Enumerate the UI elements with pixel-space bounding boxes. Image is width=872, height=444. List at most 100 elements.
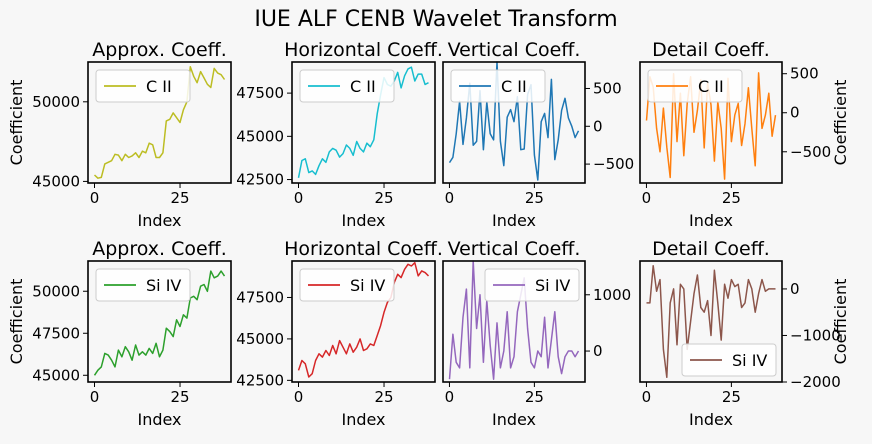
y-tick-label: 47500 xyxy=(32,324,80,342)
x-tick-label: 0 xyxy=(294,189,304,207)
y-tick-label: −500 xyxy=(593,155,634,173)
legend-box xyxy=(95,69,191,103)
plot-frame xyxy=(291,260,436,383)
y-tick-label: 500 xyxy=(790,65,819,83)
x-tick-label: 0 xyxy=(90,189,100,207)
panel-title: Vertical Coeff. xyxy=(448,238,581,260)
y-tick-label: 0 xyxy=(593,342,603,360)
y-tick-label: 45000 xyxy=(236,127,284,145)
legend-box xyxy=(484,268,580,302)
legend-box xyxy=(681,343,777,377)
chart-panel-5: 0 25 45000 47500 50000 Approx. Coeff. Index Coe… xyxy=(7,238,232,429)
legend: Si IV xyxy=(681,343,777,377)
legend-box xyxy=(647,69,743,103)
x-tick-label: 25 xyxy=(525,388,544,406)
y-tick-label: 50000 xyxy=(32,282,80,300)
legend-box xyxy=(450,69,546,103)
x-tick-label: 25 xyxy=(374,388,393,406)
x-axis-label: Index xyxy=(341,211,385,230)
chart-panel-6: 0 25 42500 45000 47500 Horizontal Coeff. Index… xyxy=(236,238,443,429)
panel-title: Vertical Coeff. xyxy=(448,39,581,61)
series-line xyxy=(93,66,226,179)
series-line xyxy=(645,72,777,180)
panel-title: Approx. Coeff. xyxy=(92,39,227,61)
y-tick-label: −500 xyxy=(790,143,831,161)
panel-title: Detail Coeff. xyxy=(652,39,770,61)
x-tick-label: 0 xyxy=(642,388,652,406)
chart-panel-2: 0 25 42500 45000 47500 Horizontal Coeff. Index… xyxy=(236,39,443,230)
plot-frame xyxy=(639,260,783,383)
y-tick-label: 42500 xyxy=(236,371,284,389)
x-tick-label: 25 xyxy=(722,189,741,207)
plot-frame xyxy=(442,61,586,184)
legend-label: C II xyxy=(698,77,724,96)
series-line xyxy=(646,264,776,379)
legend: Si IV xyxy=(95,268,191,302)
legend: Si IV xyxy=(299,268,395,302)
panel-title: Horizontal Coeff. xyxy=(284,39,443,61)
plot-frame xyxy=(442,260,586,383)
x-tick-label: 25 xyxy=(170,189,189,207)
y-tick-label: 45000 xyxy=(236,330,284,348)
x-axis-label: Index xyxy=(137,211,181,230)
x-tick-label: 25 xyxy=(722,388,741,406)
y-tick-label: 47500 xyxy=(236,84,284,102)
series-line xyxy=(297,66,429,178)
panel-title: Detail Coeff. xyxy=(652,238,770,260)
y-tick-label: −2000 xyxy=(790,373,841,391)
y-tick-label: 45000 xyxy=(32,172,80,190)
legend-box xyxy=(299,268,395,302)
x-tick-label: 25 xyxy=(170,388,189,406)
y-axis-label: Coefficient xyxy=(7,279,26,365)
y-tick-label: 47500 xyxy=(236,288,284,306)
panel-title: Approx. Coeff. xyxy=(92,238,227,260)
chart-panel-3: 0 25 −500 0 500 Vertical Coeff. Index C II xyxy=(442,39,634,230)
plot-frame xyxy=(87,260,232,383)
x-tick-label: 25 xyxy=(525,189,544,207)
legend: C II xyxy=(647,69,743,103)
x-axis-label: Index xyxy=(341,410,385,429)
x-axis-label: Index xyxy=(137,410,181,429)
legend: C II xyxy=(450,69,546,103)
y-tick-label: 0 xyxy=(790,104,800,122)
chart-panel-1: 0 25 45000 50000 Approx. Coeff. Index Coeffici… xyxy=(7,39,232,230)
panel-title: Horizontal Coeff. xyxy=(284,238,443,260)
y-tick-label: 42500 xyxy=(236,171,284,189)
legend: C II xyxy=(95,69,191,103)
legend-label: C II xyxy=(350,77,376,96)
chart-panel-4: 0 25 −500 0 500 Detail Coeff. Index Coefficient… xyxy=(639,39,850,230)
figure-title: IUE ALF CENB Wavelet Transform xyxy=(254,7,617,32)
legend-label: Si IV xyxy=(146,276,181,295)
legend-box xyxy=(299,69,395,103)
x-tick-label: 25 xyxy=(374,189,393,207)
series-line xyxy=(93,270,226,376)
x-axis-label: Index xyxy=(492,211,536,230)
legend-label: C II xyxy=(146,77,172,96)
y-tick-label: 45000 xyxy=(32,366,80,384)
chart-panel-8: 0 25 −2000 −1000 0 Detail Coeff. Index Coeffici… xyxy=(639,238,850,429)
legend-label: Si IV xyxy=(732,351,767,370)
legend-box xyxy=(95,268,191,302)
plot-frame xyxy=(639,61,783,184)
y-tick-label: 0 xyxy=(593,117,603,135)
legend-label: Si IV xyxy=(350,276,385,295)
y-tick-label: 500 xyxy=(593,79,622,97)
x-tick-label: 0 xyxy=(90,388,100,406)
x-axis-label: Index xyxy=(689,211,733,230)
plot-frame xyxy=(291,61,436,184)
series-line xyxy=(448,260,580,380)
series-line xyxy=(297,261,430,378)
y-axis-label: Coefficient xyxy=(831,279,850,365)
y-tick-label: 50000 xyxy=(32,93,80,111)
y-axis-label: Coefficient xyxy=(831,80,850,166)
y-tick-label: 1000 xyxy=(593,286,631,304)
series-line xyxy=(448,61,580,181)
legend-label: C II xyxy=(501,77,527,96)
legend: Si IV xyxy=(484,268,580,302)
y-tick-label: 0 xyxy=(790,280,800,298)
x-tick-label: 0 xyxy=(445,189,455,207)
x-tick-label: 0 xyxy=(294,388,304,406)
chart-panel-7: 0 25 0 1000 Vertical Coeff. Index Si IV xyxy=(442,238,631,429)
